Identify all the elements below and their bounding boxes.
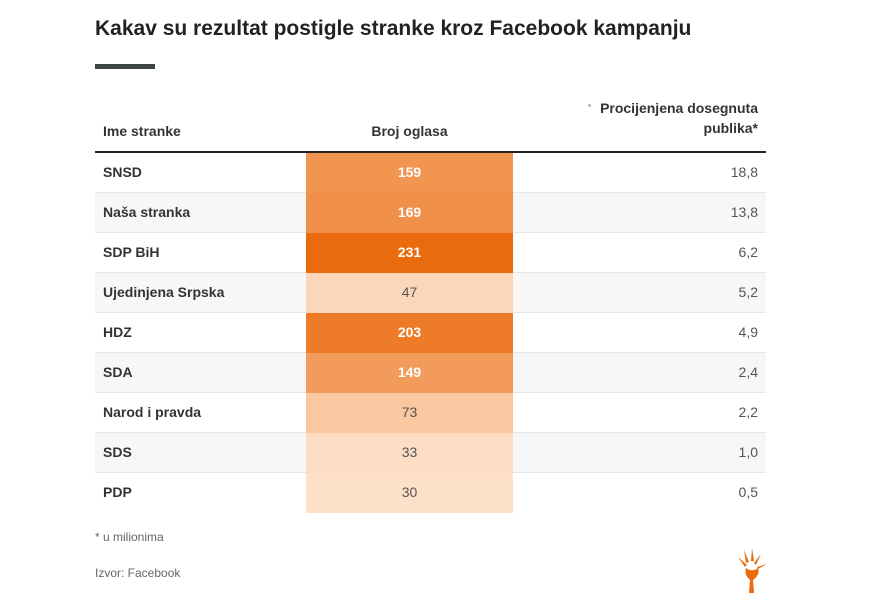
ad-count-cell: 169 bbox=[306, 193, 513, 233]
estimated-reach-cell: 1,0 bbox=[738, 444, 758, 460]
ad-count-cell: 149 bbox=[306, 353, 513, 393]
table-body: SNSD 159 18,8 Naša stranka 169 13,8 SDP BiH 231… bbox=[95, 153, 766, 513]
table-row: SDS 33 1,0 bbox=[95, 433, 766, 473]
table-row: Naša stranka 169 13,8 bbox=[95, 193, 766, 233]
source-note: Izvor: Facebook bbox=[95, 566, 181, 580]
table-row: HDZ 203 4,9 bbox=[95, 313, 766, 353]
party-name-cell: SDP BiH bbox=[103, 244, 160, 260]
header-estimated-reach: Procijenjena dosegnuta publika* bbox=[600, 100, 758, 136]
table-header: Ime stranke Broj oglasa Procijenjena dos… bbox=[95, 90, 766, 153]
ad-count-cell: 73 bbox=[306, 393, 513, 433]
ad-count-cell: 33 bbox=[306, 433, 513, 473]
table-row: SNSD 159 18,8 bbox=[95, 153, 766, 193]
estimated-reach-cell: 0,5 bbox=[738, 484, 758, 500]
sort-indicator-dot bbox=[588, 104, 591, 107]
party-name-cell: SDA bbox=[103, 364, 133, 380]
rferl-torch-logo-icon bbox=[738, 548, 767, 593]
ad-count-cell: 47 bbox=[306, 273, 513, 313]
estimated-reach-cell: 13,8 bbox=[730, 204, 758, 220]
estimated-reach-cell: 18,8 bbox=[730, 164, 758, 180]
header-ad-count: Broj oglasa bbox=[371, 123, 448, 139]
table-row: SDA 149 2,4 bbox=[95, 353, 766, 393]
results-table: Ime stranke Broj oglasa Procijenjena dos… bbox=[95, 90, 766, 513]
chart-title: Kakav su rezultat postigle stranke kroz … bbox=[95, 17, 692, 40]
estimated-reach-cell: 6,2 bbox=[738, 244, 758, 260]
party-name-cell: SDS bbox=[103, 444, 132, 460]
title-underline bbox=[95, 64, 155, 69]
party-name-cell: HDZ bbox=[103, 324, 132, 340]
table-row: Narod i pravda 73 2,2 bbox=[95, 393, 766, 433]
footnote: * u milionima bbox=[95, 530, 164, 544]
party-name-cell: PDP bbox=[103, 484, 132, 500]
party-name-cell: Naša stranka bbox=[103, 204, 191, 220]
ad-count-cell: 159 bbox=[306, 153, 513, 193]
ad-count-cell: 30 bbox=[306, 473, 513, 513]
header-party-name: Ime stranke bbox=[103, 123, 181, 139]
table-row: SDP BiH 231 6,2 bbox=[95, 233, 766, 273]
table-row: PDP 30 0,5 bbox=[95, 473, 766, 513]
table-row: Ujedinjena Srpska 47 5,2 bbox=[95, 273, 766, 313]
party-name-cell: Ujedinjena Srpska bbox=[103, 284, 225, 300]
estimated-reach-cell: 2,2 bbox=[738, 404, 758, 420]
party-name-cell: Narod i pravda bbox=[103, 404, 202, 420]
ad-count-cell: 203 bbox=[306, 313, 513, 353]
estimated-reach-cell: 4,9 bbox=[738, 324, 758, 340]
party-name-cell: SNSD bbox=[103, 164, 142, 180]
ad-count-cell: 231 bbox=[306, 233, 513, 273]
estimated-reach-cell: 2,4 bbox=[738, 364, 758, 380]
estimated-reach-cell: 5,2 bbox=[738, 284, 758, 300]
